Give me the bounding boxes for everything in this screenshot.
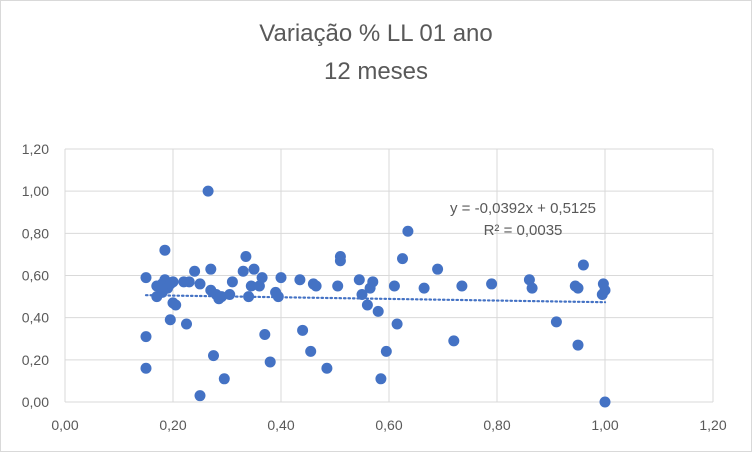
data-point — [259, 329, 271, 341]
data-point — [189, 265, 201, 277]
data-point — [248, 263, 260, 275]
data-point — [375, 373, 387, 385]
x-tick-label: 0,20 — [159, 417, 186, 433]
data-point — [226, 276, 238, 288]
data-point — [194, 278, 206, 290]
x-tick-label: 0,00 — [51, 417, 78, 433]
data-point — [372, 305, 384, 317]
data-point — [208, 350, 219, 362]
data-point — [391, 318, 403, 330]
data-point — [448, 335, 460, 347]
data-point — [253, 280, 265, 292]
axis-tick-labels: 0,00 0,20 0,40 0,60 0,80 1,00 1,20 0,00 0,20 0,40… — [22, 141, 727, 433]
data-point — [275, 272, 287, 284]
data-point — [256, 272, 268, 284]
data-point — [334, 255, 346, 267]
y-tick-label: 0,60 — [22, 268, 49, 284]
x-tick-label: 0,40 — [267, 417, 294, 433]
data-point — [167, 276, 179, 288]
data-point — [194, 390, 206, 402]
data-points — [140, 185, 611, 408]
data-point — [356, 288, 368, 300]
data-point — [159, 244, 171, 256]
data-point — [205, 263, 217, 275]
data-point — [432, 263, 444, 275]
y-tick-label: 1,20 — [22, 141, 49, 157]
data-point — [572, 282, 584, 294]
data-point — [243, 291, 255, 303]
data-point — [245, 280, 257, 292]
data-point — [380, 345, 392, 357]
data-point — [264, 356, 276, 368]
data-point — [297, 324, 309, 336]
data-point — [572, 339, 584, 351]
x-tick-label: 0,80 — [483, 417, 510, 433]
data-point — [183, 276, 195, 288]
data-point — [202, 185, 214, 197]
data-point — [240, 251, 252, 263]
data-point — [237, 265, 249, 277]
data-point — [164, 314, 176, 326]
data-point — [294, 274, 306, 286]
data-point — [272, 291, 284, 303]
data-point — [388, 280, 400, 292]
data-point — [397, 253, 408, 265]
data-point — [418, 282, 430, 294]
x-tick-label: 1,20 — [699, 417, 726, 433]
data-point — [361, 299, 373, 311]
data-point — [218, 373, 230, 385]
data-point — [140, 331, 152, 343]
data-point — [550, 316, 562, 328]
data-point — [577, 259, 589, 271]
data-point — [224, 288, 236, 300]
x-tick-label: 1,00 — [591, 417, 618, 433]
data-point — [523, 274, 535, 286]
chart-subtitle: 12 meses — [323, 58, 429, 85]
data-point — [140, 362, 152, 374]
y-tick-label: 0,80 — [22, 225, 49, 241]
trendline-equation: y = -0,0392x + 0,5125 — [450, 200, 596, 217]
y-tick-label: 1,00 — [22, 183, 49, 199]
data-point — [353, 274, 365, 286]
data-point — [456, 280, 468, 292]
data-point — [140, 272, 152, 284]
data-point — [332, 280, 344, 292]
chart-title: Variação % LL 01 ano — [259, 20, 493, 47]
data-point — [305, 345, 317, 357]
data-point — [599, 284, 611, 296]
data-point — [367, 276, 379, 288]
data-point — [170, 299, 182, 311]
y-tick-label: 0,20 — [22, 352, 49, 368]
data-point — [402, 225, 414, 237]
data-point — [181, 318, 192, 330]
trendline-r2: R² = 0,0035 — [484, 222, 563, 239]
x-tick-label: 0,60 — [375, 417, 402, 433]
data-point — [321, 362, 333, 374]
trendline-labels: y = -0,0392x + 0,5125 R² = 0,0035 — [450, 200, 596, 239]
data-point — [526, 282, 538, 294]
data-point — [486, 278, 498, 290]
data-point — [599, 396, 611, 408]
y-tick-label: 0,00 — [22, 394, 49, 410]
y-tick-label: 0,40 — [22, 310, 49, 326]
data-point — [310, 280, 322, 292]
